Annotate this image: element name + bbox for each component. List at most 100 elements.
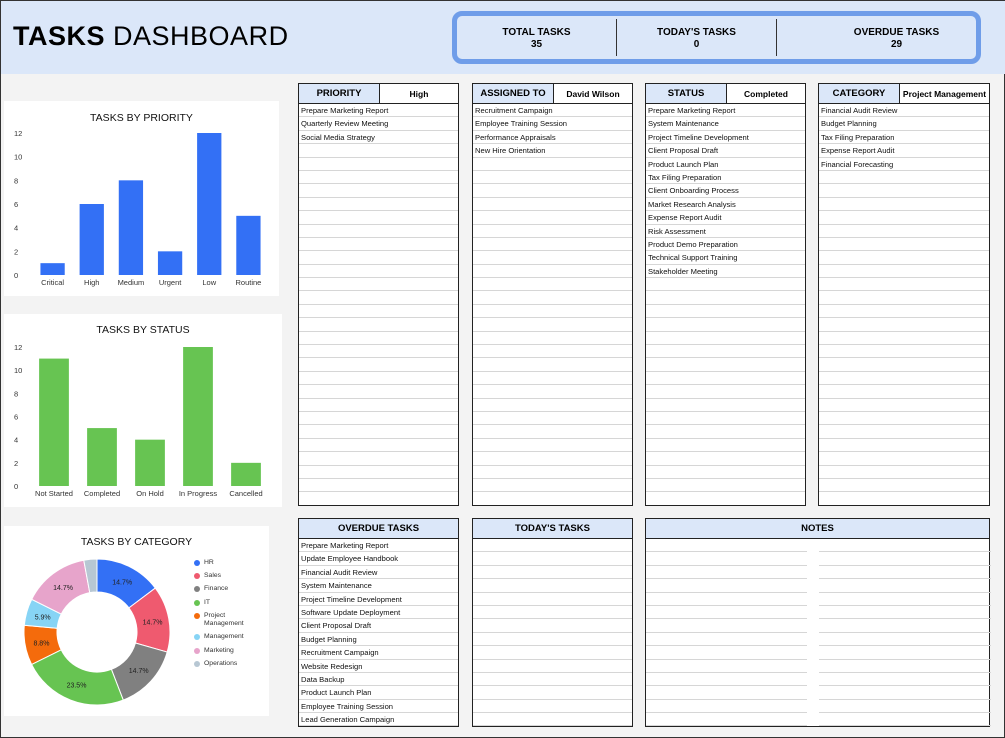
legend-item: Management — [194, 633, 264, 641]
legend-label: Sales — [204, 572, 222, 579]
slice-label: 14.7% — [112, 579, 132, 586]
slice-label: 14.7% — [129, 668, 149, 675]
task-row — [473, 238, 632, 252]
task-row — [819, 479, 989, 493]
task-row: Financial Audit Review — [299, 566, 458, 580]
bar — [118, 180, 144, 275]
notes-line — [646, 633, 807, 647]
bar — [40, 263, 65, 275]
task-row: Social Media Strategy — [299, 131, 458, 145]
task-row: Employee Training Session — [473, 117, 632, 131]
task-row — [473, 332, 632, 346]
task-row — [299, 466, 458, 479]
task-row: Recruitment Campaign — [299, 646, 458, 660]
category-filter-select[interactable]: Project Management — [902, 88, 987, 99]
task-row — [646, 332, 805, 346]
task-row — [299, 158, 458, 171]
legend-label: HR — [204, 559, 214, 566]
task-row — [473, 211, 632, 225]
notes-line — [819, 552, 991, 566]
assigned-filter-select[interactable]: David Wilson — [566, 88, 620, 99]
notes-line — [646, 579, 807, 593]
task-row — [646, 358, 805, 372]
task-row — [819, 291, 989, 305]
task-row: Technical Support Training — [646, 251, 805, 265]
y-tick-label: 12 — [14, 343, 22, 352]
kpi-summary: TOTAL TASKS 35 TODAY'S TASKS 0 OVERDUE TAS… — [452, 11, 981, 64]
task-row — [299, 372, 458, 386]
task-row — [473, 251, 632, 265]
overdue-panel-title: OVERDUE TASKS — [299, 519, 458, 538]
task-row — [299, 211, 458, 225]
y-tick-label: 10 — [14, 366, 22, 375]
task-row — [473, 345, 632, 359]
legend-label: Marketing — [204, 647, 234, 654]
task-row — [646, 305, 805, 319]
bar — [87, 428, 117, 486]
slice-label: 8.8% — [33, 640, 49, 647]
task-row — [473, 399, 632, 412]
category-filter-label: CATEGORY — [819, 84, 900, 103]
task-row — [473, 646, 632, 660]
y-tick-label: 10 — [14, 153, 22, 162]
task-row — [819, 466, 989, 479]
task-row: Market Research Analysis — [646, 198, 805, 212]
task-row — [646, 479, 805, 493]
bar — [197, 133, 222, 275]
notes-line — [819, 593, 991, 606]
task-row: Product Demo Preparation — [646, 238, 805, 252]
kpi-label: TOTAL TASKS — [502, 27, 571, 38]
task-row — [299, 305, 458, 319]
task-row: Product Launch Plan — [646, 158, 805, 171]
kpi-label: TODAY'S TASKS — [657, 27, 736, 38]
task-row: System Maintenance — [646, 117, 805, 131]
task-row — [473, 305, 632, 319]
notes-line — [646, 700, 807, 714]
y-tick-label: 8 — [14, 389, 18, 398]
notes-area-left[interactable] — [646, 539, 807, 727]
task-row — [473, 700, 632, 714]
task-row — [819, 171, 989, 185]
status-bar-chart: 0 2 4 6 8 10 12 Not Started Completed On Hold In P… — [14, 343, 263, 498]
task-row — [646, 372, 805, 386]
status-filter-select[interactable]: Completed — [744, 88, 788, 99]
task-row — [819, 372, 989, 386]
task-row — [646, 291, 805, 305]
x-tick-label: Not Started — [35, 489, 73, 498]
dashboard-header: TASKS DASHBOARD TOTAL TASKS 35 TODAY'S TA… — [1, 1, 1005, 74]
notes-panel: NOTES — [645, 518, 991, 727]
legend-item: HR — [194, 559, 264, 567]
task-row: Prepare Marketing Report — [299, 539, 458, 553]
notes-line — [819, 606, 991, 620]
task-row — [819, 399, 989, 412]
notes-line — [819, 686, 991, 700]
notes-area-right[interactable] — [819, 539, 991, 727]
task-row — [299, 399, 458, 412]
task-row — [473, 198, 632, 212]
task-row — [646, 466, 805, 479]
status-filter-label: STATUS — [646, 84, 727, 103]
notes-line — [819, 633, 991, 647]
task-row: System Maintenance — [299, 579, 458, 593]
task-row: Website Redesign — [299, 660, 458, 673]
notes-line — [646, 646, 807, 660]
notes-line — [819, 539, 991, 553]
task-row: Tax Filing Preparation — [646, 171, 805, 185]
task-row: Project Timeline Development — [299, 593, 458, 606]
x-tick-label: Medium — [118, 278, 145, 287]
task-row — [646, 425, 805, 439]
priority-filter-select[interactable]: High — [409, 88, 429, 99]
task-row — [473, 225, 632, 238]
task-row — [473, 466, 632, 479]
task-row: Stakeholder Meeting — [646, 265, 805, 279]
task-row — [299, 238, 458, 252]
task-row — [299, 184, 458, 198]
legend-label: Project Management — [204, 612, 244, 627]
today-task-list — [473, 539, 632, 726]
task-row — [299, 425, 458, 439]
x-tick-label: On Hold — [136, 489, 164, 498]
legend-swatch — [194, 648, 200, 654]
task-row — [299, 265, 458, 279]
task-row — [299, 479, 458, 493]
notes-line — [819, 579, 991, 593]
